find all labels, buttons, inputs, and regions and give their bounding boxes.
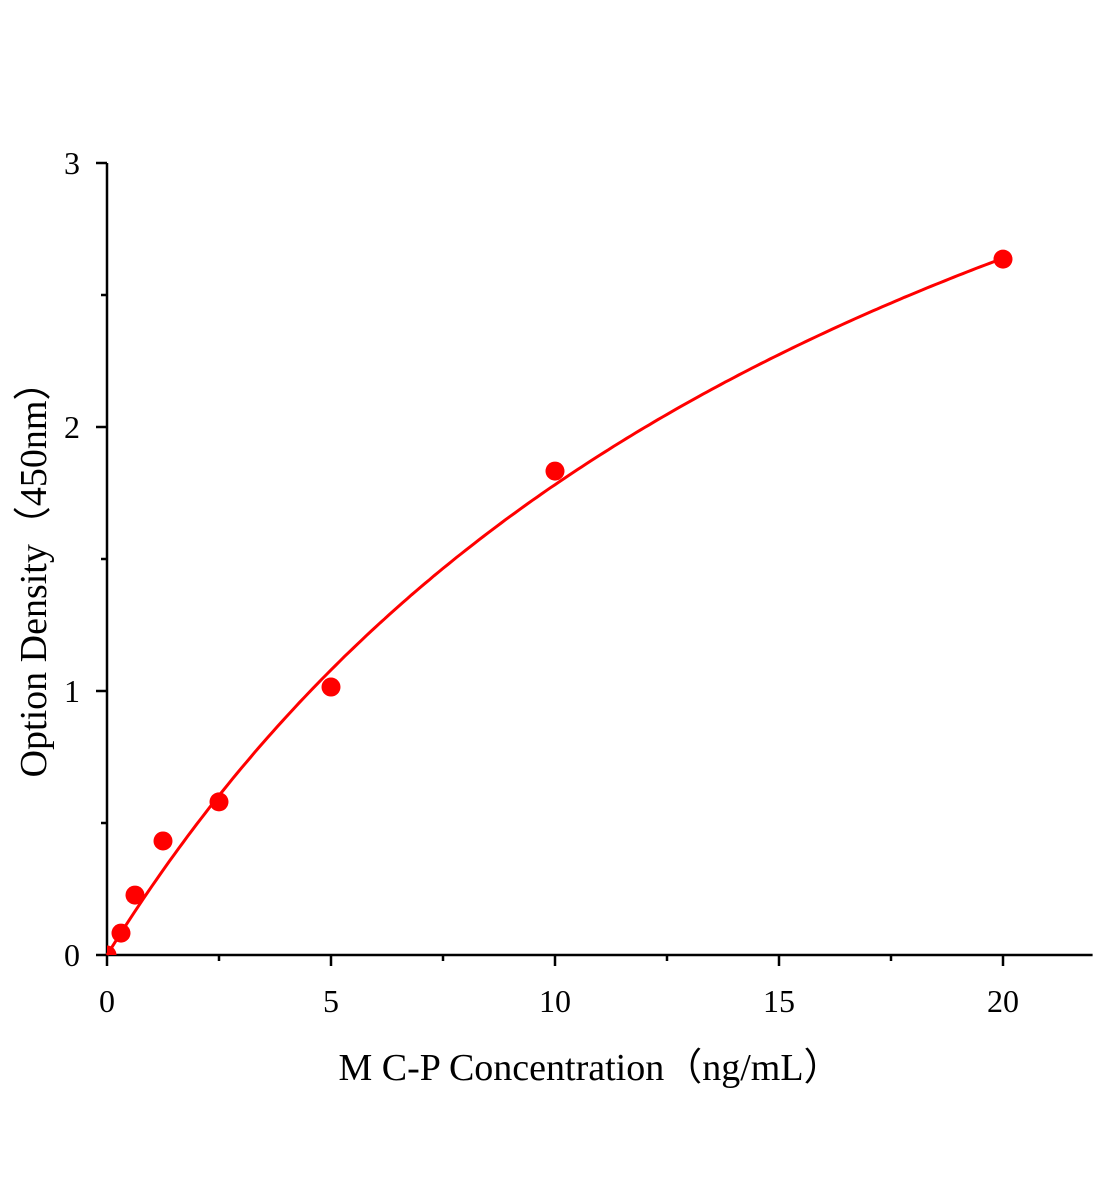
data-point	[107, 945, 117, 955]
data-point	[111, 923, 131, 943]
data-point	[209, 792, 229, 812]
x-tick-label: 10	[539, 983, 571, 1019]
data-point	[153, 831, 173, 851]
x-tick-label: 5	[323, 983, 339, 1019]
y-tick-label: 3	[64, 145, 80, 181]
data-point	[321, 677, 341, 697]
y-tick-label: 2	[64, 409, 80, 445]
x-tick-label: 20	[987, 983, 1019, 1019]
points-layer	[107, 249, 1013, 955]
x-tick-label: 0	[99, 983, 115, 1019]
data-point	[993, 249, 1013, 269]
axes: 0 5 10 15 20 0 1 2 3	[64, 145, 1093, 1019]
y-tick-label: 1	[64, 673, 80, 709]
fit-curve	[105, 256, 1004, 956]
y-axis-label: Option Density（450nm）	[13, 363, 55, 778]
data-point	[545, 461, 565, 481]
fit-curve-layer	[105, 256, 1004, 956]
x-tick-label: 15	[763, 983, 795, 1019]
data-point	[125, 885, 145, 905]
y-tick-label: 0	[64, 937, 80, 973]
x-axis-label: M C-P Concentration（ng/mL）	[338, 1047, 841, 1089]
